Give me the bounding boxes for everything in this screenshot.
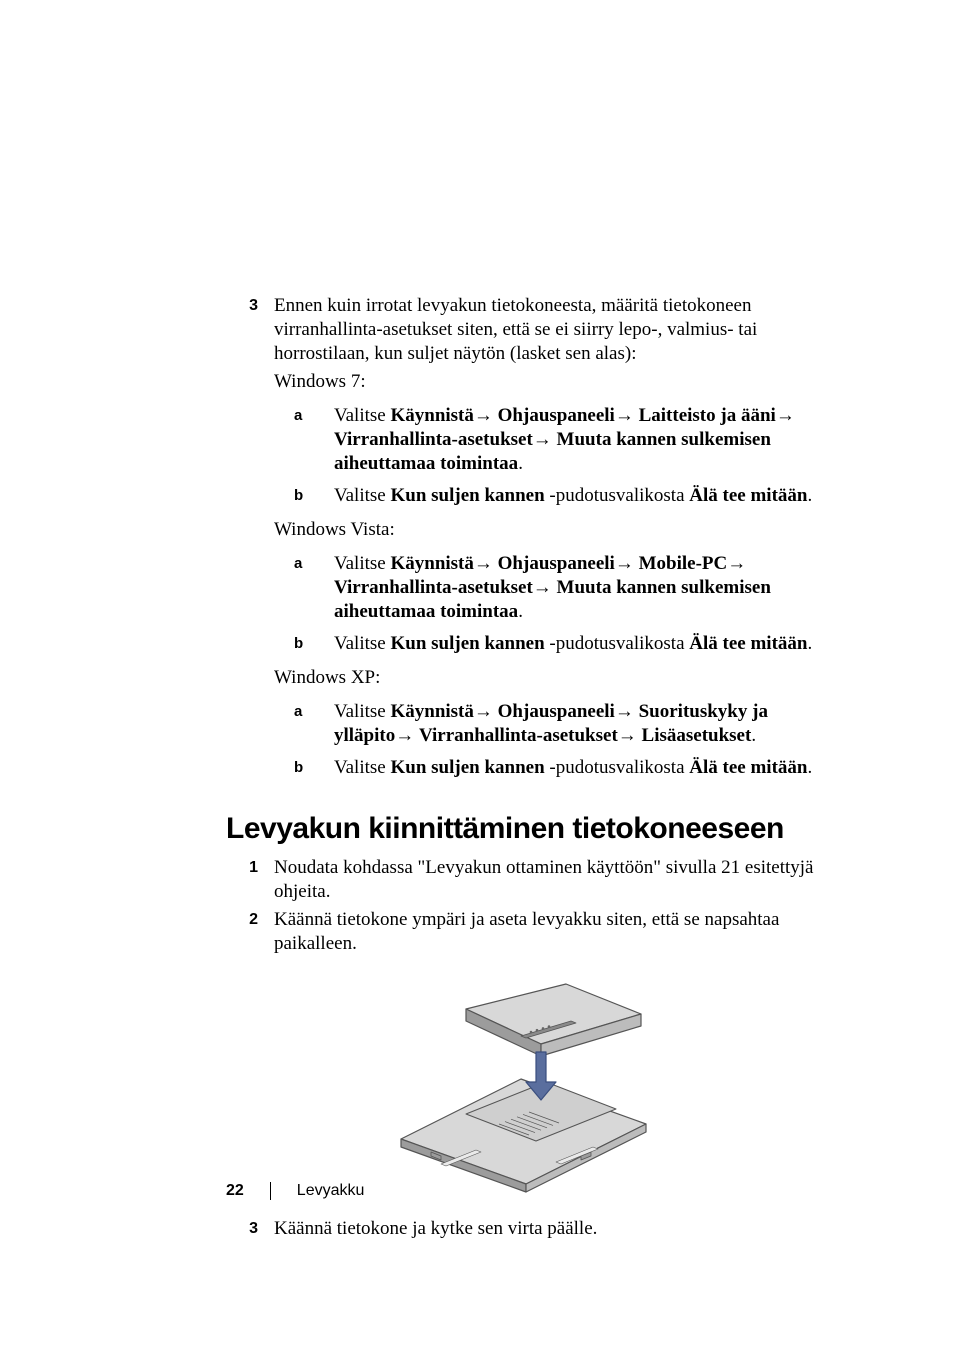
- footer-divider: [270, 1182, 271, 1200]
- page-number: 22: [226, 1182, 244, 1200]
- attach-step-3-text: Käännä tietokone ja kytke sen virta pääl…: [274, 1217, 816, 1241]
- vista-sublist: a Valitse Käynnistä→ Ohjauspaneeli→ Mobi…: [274, 552, 816, 656]
- attach-step-2-text: Käännä tietokone ympäri ja aseta levyakk…: [274, 908, 816, 956]
- text-bold: Kun suljen kannen: [390, 485, 544, 506]
- text-bold: Ohjauspaneeli: [498, 701, 615, 722]
- arrow: →: [474, 701, 493, 722]
- step-3-number: 3: [226, 294, 274, 790]
- text-bold: Virranhallinta-asetukset: [334, 577, 533, 598]
- xp-b: b Valitse Kun suljen kannen -pudotusvali…: [274, 756, 816, 780]
- vista-b: b Valitse Kun suljen kannen -pudotusvali…: [274, 632, 816, 656]
- arrow: →: [618, 725, 637, 746]
- win7-a-body: Valitse Käynnistä→ Ohjauspaneeli→ Laitte…: [334, 404, 816, 476]
- text-bold: Käynnistä: [390, 553, 473, 574]
- arrow: →: [727, 553, 746, 574]
- win7-label: Windows 7:: [274, 370, 816, 394]
- vista-b-letter: b: [274, 632, 334, 656]
- text-bold: Virranhallinta-asetukset: [419, 725, 618, 746]
- text: Valitse: [334, 485, 390, 506]
- text: -pudotusvalikosta: [545, 757, 690, 778]
- win7-b: b Valitse Kun suljen kannen -pudotusvali…: [274, 484, 816, 508]
- text-bold: Älä tee mitään: [689, 757, 807, 778]
- xp-a: a Valitse Käynnistä→ Ohjauspaneeli→ Suor…: [274, 700, 816, 748]
- text-bold: Kun suljen kannen: [390, 757, 544, 778]
- text-bold: Mobile-PC: [639, 553, 728, 574]
- text: Valitse: [334, 701, 390, 722]
- xp-b-letter: b: [274, 756, 334, 780]
- xp-sublist: a Valitse Käynnistä→ Ohjauspaneeli→ Suor…: [274, 700, 816, 780]
- attach-step-3-number: 3: [226, 1217, 274, 1241]
- text: -pudotusvalikosta: [545, 633, 690, 654]
- text-bold: Älä tee mitään: [689, 633, 807, 654]
- arrow: →: [615, 405, 634, 426]
- arrow: →: [395, 725, 414, 746]
- step-3-intro: Ennen kuin irrotat levyakun tietokoneest…: [274, 294, 816, 366]
- arrow: →: [474, 405, 493, 426]
- text: Valitse: [334, 757, 390, 778]
- attach-step-2: 2 Käännä tietokone ympäri ja aseta levya…: [226, 908, 816, 956]
- arrow: →: [615, 701, 634, 722]
- document-page: 3 Ennen kuin irrotat levyakun tietokonee…: [0, 0, 954, 1350]
- text-bold: Virranhallinta-asetukset: [334, 429, 533, 450]
- text-bold: Laitteisto ja ääni: [639, 405, 776, 426]
- text-bold: Ohjauspaneeli: [498, 553, 615, 574]
- win7-a: a Valitse Käynnistä→ Ohjauspaneeli→ Lait…: [274, 404, 816, 476]
- attach-step-1-number: 1: [226, 856, 274, 904]
- text-bold: Älä tee mitään: [689, 485, 807, 506]
- xp-a-body: Valitse Käynnistä→ Ohjauspaneeli→ Suorit…: [334, 700, 816, 748]
- win7-a-letter: a: [274, 404, 334, 476]
- text-bold: Käynnistä: [390, 701, 473, 722]
- attach-step-3: 3 Käännä tietokone ja kytke sen virta pä…: [226, 1217, 816, 1241]
- vista-b-body: Valitse Kun suljen kannen -pudotusvaliko…: [334, 632, 816, 656]
- arrow: →: [776, 405, 795, 426]
- text-bold: Käynnistä: [390, 405, 473, 426]
- step-3-body: Ennen kuin irrotat levyakun tietokoneest…: [274, 294, 816, 790]
- vista-label: Windows Vista:: [274, 518, 816, 542]
- win7-b-letter: b: [274, 484, 334, 508]
- vista-a-letter: a: [274, 552, 334, 624]
- vista-a: a Valitse Käynnistä→ Ohjauspaneeli→ Mobi…: [274, 552, 816, 624]
- text-bold: Kun suljen kannen: [390, 633, 544, 654]
- step-3: 3 Ennen kuin irrotat levyakun tietokonee…: [226, 294, 816, 790]
- attach-step-1-text: Noudata kohdassa "Levyakun ottaminen käy…: [274, 856, 816, 904]
- footer-section: Levyakku: [297, 1182, 365, 1200]
- attach-step-2-number: 2: [226, 908, 274, 956]
- battery-attach-figure: [226, 974, 816, 1199]
- text: Valitse: [334, 405, 390, 426]
- text-bold: Ohjauspaneeli: [498, 405, 615, 426]
- text: Valitse: [334, 553, 390, 574]
- arrow: →: [533, 429, 552, 450]
- laptop-battery-diagram: [371, 974, 671, 1194]
- attach-step-1: 1 Noudata kohdassa "Levyakun ottaminen k…: [226, 856, 816, 904]
- win7-sublist: a Valitse Käynnistä→ Ohjauspaneeli→ Lait…: [274, 404, 816, 508]
- text: -pudotusvalikosta: [545, 485, 690, 506]
- vista-a-body: Valitse Käynnistä→ Ohjauspaneeli→ Mobile…: [334, 552, 816, 624]
- xp-a-letter: a: [274, 700, 334, 748]
- xp-label: Windows XP:: [274, 666, 816, 690]
- arrow: →: [533, 577, 552, 598]
- arrow: →: [474, 553, 493, 574]
- win7-b-body: Valitse Kun suljen kannen -pudotusvaliko…: [334, 484, 816, 508]
- text-bold: Lisäasetukset: [642, 725, 752, 746]
- arrow: →: [615, 553, 634, 574]
- text: Valitse: [334, 633, 390, 654]
- xp-b-body: Valitse Kun suljen kannen -pudotusvaliko…: [334, 756, 816, 780]
- page-footer: 22 Levyakku: [226, 1182, 364, 1200]
- section-heading: Levyakun kiinnittäminen tietokoneeseen: [226, 812, 816, 846]
